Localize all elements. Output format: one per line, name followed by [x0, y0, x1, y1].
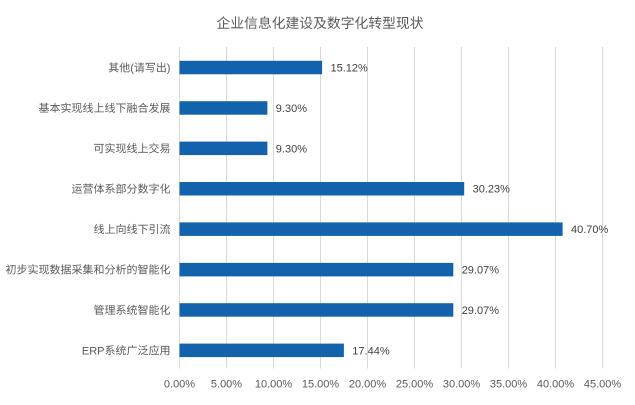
svg-text:5.00%: 5.00%: [211, 379, 242, 391]
svg-text:20.00%: 20.00%: [349, 379, 387, 391]
svg-text:35.00%: 35.00%: [490, 379, 528, 391]
svg-text:ERP: ERP: [82, 345, 105, 357]
svg-text:29.07%: 29.07%: [462, 265, 500, 277]
svg-text:25.00%: 25.00%: [396, 379, 434, 391]
svg-text:30.00%: 30.00%: [443, 379, 481, 391]
svg-text:9.30%: 9.30%: [276, 143, 307, 155]
svg-text:9.30%: 9.30%: [276, 103, 307, 115]
svg-text:29.07%: 29.07%: [462, 305, 500, 317]
svg-text:10.00%: 10.00%: [255, 379, 293, 391]
svg-text:30.23%: 30.23%: [473, 184, 511, 196]
svg-text:45.00%: 45.00%: [584, 379, 622, 391]
svg-text:(: (: [130, 63, 134, 75]
svg-text:40.00%: 40.00%: [537, 379, 575, 391]
svg-text:15.00%: 15.00%: [302, 379, 340, 391]
svg-text:): ): [167, 63, 171, 75]
svg-text:15.12%: 15.12%: [331, 63, 369, 75]
svg-text:40.70%: 40.70%: [571, 224, 609, 236]
svg-text:17.44%: 17.44%: [352, 345, 390, 357]
svg-text:0.00%: 0.00%: [164, 379, 195, 391]
